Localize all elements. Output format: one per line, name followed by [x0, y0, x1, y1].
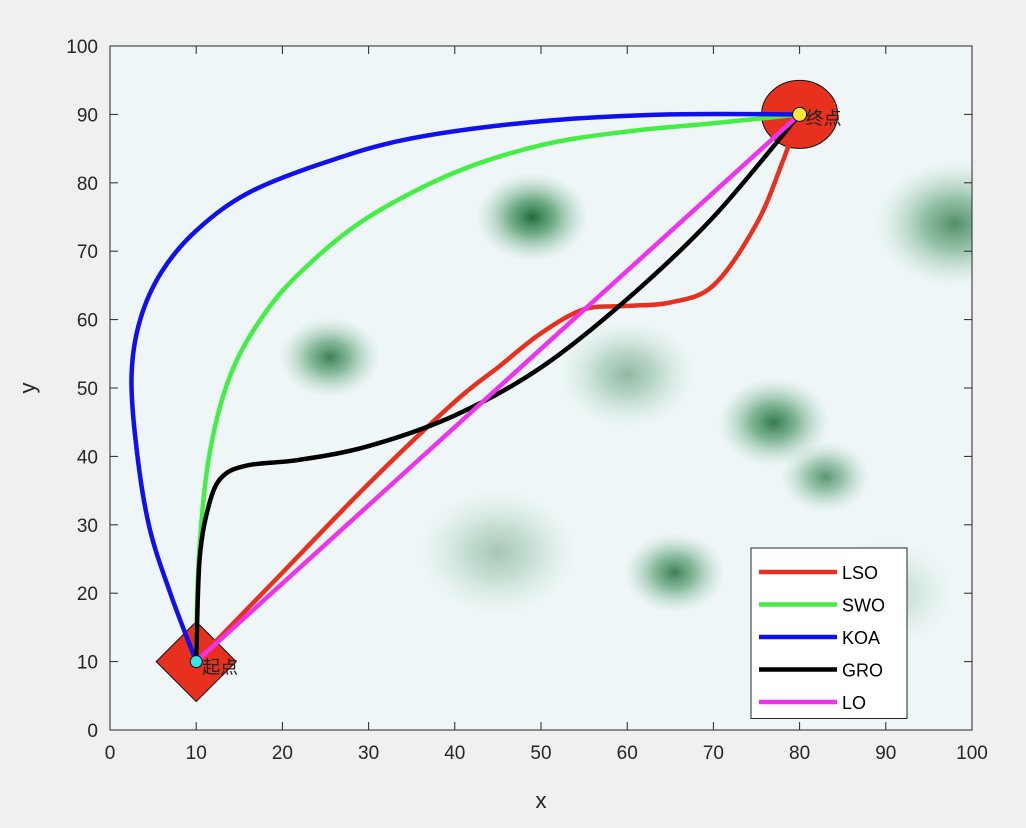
x-tick-label: 60 — [617, 743, 638, 764]
legend: LSO SWO KOA GRO LO — [750, 547, 908, 719]
legend-box — [750, 547, 908, 719]
y-tick-label: 100 — [66, 37, 98, 58]
y-tick-label: 10 — [77, 653, 98, 674]
y-axis-label: y — [15, 383, 40, 394]
goal-label: 终点 — [806, 108, 842, 129]
x-tick-label: 80 — [789, 743, 810, 764]
y-tick-label: 0 — [87, 721, 98, 742]
x-tick-label: 30 — [358, 743, 379, 764]
ticks-layer: 0 10 20 30 40 50 60 70 80 90 100 0 10 20 30 40 50 60 70 80 9… — [66, 37, 988, 764]
series-line-koa — [129, 111, 802, 664]
series-line-lso — [193, 112, 802, 664]
legend-label-koa: KOA — [842, 628, 880, 648]
threat-blob — [780, 441, 871, 513]
legend-label-lo: LO — [842, 693, 866, 713]
legend-label-gro: GRO — [842, 661, 883, 681]
x-tick-label: 50 — [530, 743, 551, 764]
y-tick-label: 50 — [77, 379, 98, 400]
threat-blob — [279, 317, 381, 398]
y-tick-label: 20 — [77, 584, 98, 605]
legend-label-swo: SWO — [842, 596, 885, 616]
threat-blob — [419, 489, 577, 615]
y-tick-label: 70 — [77, 242, 98, 263]
threat-blob — [717, 377, 830, 467]
y-tick-label: 60 — [77, 311, 98, 332]
y-tick-label: 90 — [77, 105, 98, 126]
legend-label-lso: LSO — [842, 563, 878, 583]
start-point-dot — [189, 655, 203, 669]
y-tick-label: 40 — [77, 447, 98, 468]
y-tick-label: 80 — [77, 174, 98, 195]
x-tick-label: 90 — [875, 743, 896, 764]
threat-blob — [876, 161, 972, 287]
x-tick-label: 20 — [272, 743, 293, 764]
series-line-gro — [193, 112, 802, 664]
y-tick-label: 30 — [77, 516, 98, 537]
plot-area: 起点 终点 0 10 20 30 40 50 60 70 80 90 100 0 10 20 30 40 50 60… — [66, 37, 988, 764]
threat-blob — [624, 532, 726, 613]
x-tick-label: 10 — [186, 743, 207, 764]
x-tick-label: 100 — [956, 743, 988, 764]
series-line-swo — [193, 112, 802, 664]
x-tick-label: 70 — [703, 743, 724, 764]
markers-layer: 起点 终点 — [189, 106, 842, 679]
x-tick-label: 0 — [105, 743, 116, 764]
start-label: 起点 — [202, 658, 238, 679]
x-axis-label: x — [536, 788, 547, 813]
series-line-lo — [193, 112, 802, 664]
goal-point-dot — [792, 106, 808, 122]
x-tick-label: 40 — [444, 743, 465, 764]
threat-blob — [559, 320, 695, 428]
threat-blob — [476, 172, 589, 262]
